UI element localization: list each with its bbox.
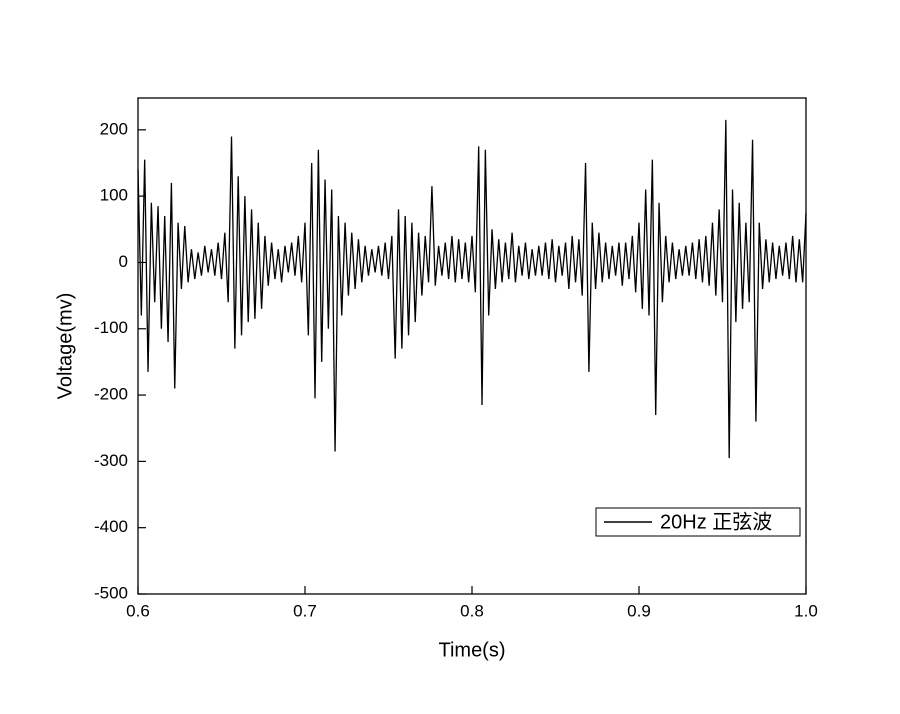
- x-tick-label: 0.7: [293, 601, 317, 620]
- y-tick-label: -400: [94, 517, 128, 536]
- y-tick-label: -500: [94, 583, 128, 602]
- legend-label: 20Hz 正弦波: [660, 510, 772, 533]
- data-line: [137, 119, 807, 459]
- y-tick-label: 200: [100, 119, 128, 138]
- x-tick-label: 0.8: [460, 601, 484, 620]
- y-tick-label: -300: [94, 451, 128, 470]
- y-tick-label: -100: [94, 318, 128, 337]
- x-tick-label: 0.6: [126, 601, 150, 620]
- plot-frame: [137, 97, 807, 595]
- y-tick-label: 100: [100, 186, 128, 205]
- x-axis-title: Time(s): [438, 639, 505, 661]
- y-tick-label: -200: [94, 385, 128, 404]
- y-tick-label: 0: [119, 252, 128, 271]
- y-axis-title: Voltage(mv): [54, 293, 76, 400]
- x-tick-label: 1.0: [794, 601, 818, 620]
- x-tick-label: 0.9: [627, 601, 651, 620]
